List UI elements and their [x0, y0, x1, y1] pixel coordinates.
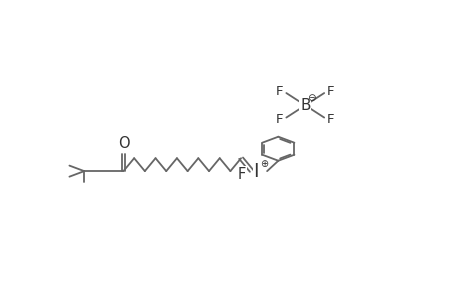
Text: ⊖: ⊖ [306, 93, 315, 103]
Text: ⊕: ⊕ [260, 159, 268, 169]
Text: I: I [253, 162, 258, 181]
Text: F: F [326, 85, 334, 98]
Text: F: F [275, 85, 283, 98]
Text: F: F [326, 113, 334, 126]
Text: O: O [118, 136, 129, 152]
Text: F: F [275, 113, 283, 126]
Text: B: B [299, 98, 310, 113]
Text: F: F [237, 167, 246, 182]
